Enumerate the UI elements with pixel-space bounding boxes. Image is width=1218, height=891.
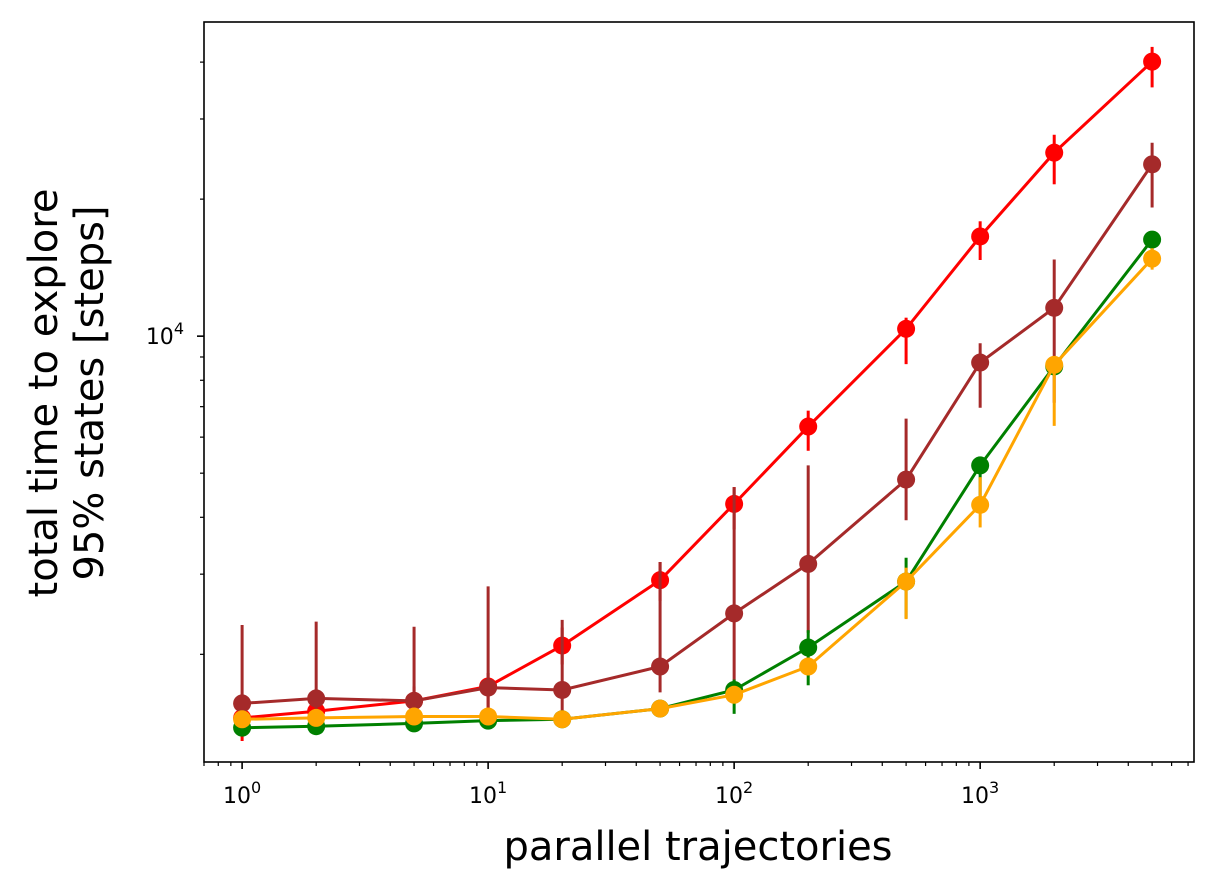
data-point	[233, 694, 251, 712]
data-point	[799, 418, 817, 436]
data-point	[307, 689, 325, 707]
plot-background	[204, 22, 1194, 762]
data-point	[799, 555, 817, 573]
data-point	[405, 692, 423, 710]
y-axis-title: total time to explore 95% states [steps]	[21, 189, 113, 598]
y-axis: 104	[146, 62, 204, 654]
data-point	[799, 658, 817, 676]
data-point	[971, 354, 989, 372]
data-point	[553, 681, 571, 699]
data-point	[233, 710, 251, 728]
data-point	[897, 320, 915, 338]
data-point	[897, 573, 915, 591]
plot-area: 100 101 102 103 104	[146, 22, 1194, 809]
x-tick-label: 103	[961, 778, 999, 809]
data-point	[897, 471, 915, 489]
data-point	[1143, 53, 1161, 71]
y-tick-label: 104	[146, 319, 184, 350]
data-point	[553, 710, 571, 728]
x-axis-title: parallel trajectories	[503, 824, 892, 870]
data-point	[651, 700, 669, 718]
data-point	[405, 708, 423, 726]
data-point	[1143, 250, 1161, 268]
data-point	[971, 456, 989, 474]
data-point	[307, 709, 325, 727]
y-axis-title-line-1: total time to explore	[21, 189, 67, 598]
y-axis-title-line-2: 95% states [steps]	[67, 205, 113, 580]
data-point	[1045, 144, 1063, 162]
data-point	[479, 708, 497, 726]
data-point	[799, 639, 817, 657]
data-point	[725, 686, 743, 704]
data-point	[1045, 356, 1063, 374]
data-point	[1143, 155, 1161, 173]
x-tick-label: 101	[469, 778, 507, 809]
x-tick-label: 102	[715, 778, 753, 809]
data-point	[971, 227, 989, 245]
data-point	[1045, 299, 1063, 317]
data-point	[1143, 231, 1161, 249]
data-point	[479, 679, 497, 697]
data-point	[971, 496, 989, 514]
data-point	[725, 604, 743, 622]
x-tick-label: 100	[223, 778, 261, 809]
data-point	[651, 658, 669, 676]
x-axis: 100 101 102 103	[204, 762, 1188, 809]
